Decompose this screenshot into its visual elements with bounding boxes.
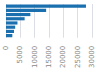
svg-text:10000: 10000 (31, 46, 39, 68)
svg-text:15000: 15000 (45, 46, 53, 68)
svg-text:20000: 20000 (59, 46, 67, 68)
svg-text:25000: 25000 (74, 46, 82, 68)
svg-text:30000: 30000 (88, 46, 96, 68)
svg-text:5000: 5000 (16, 46, 24, 64)
svg-text:0: 0 (2, 46, 10, 50)
